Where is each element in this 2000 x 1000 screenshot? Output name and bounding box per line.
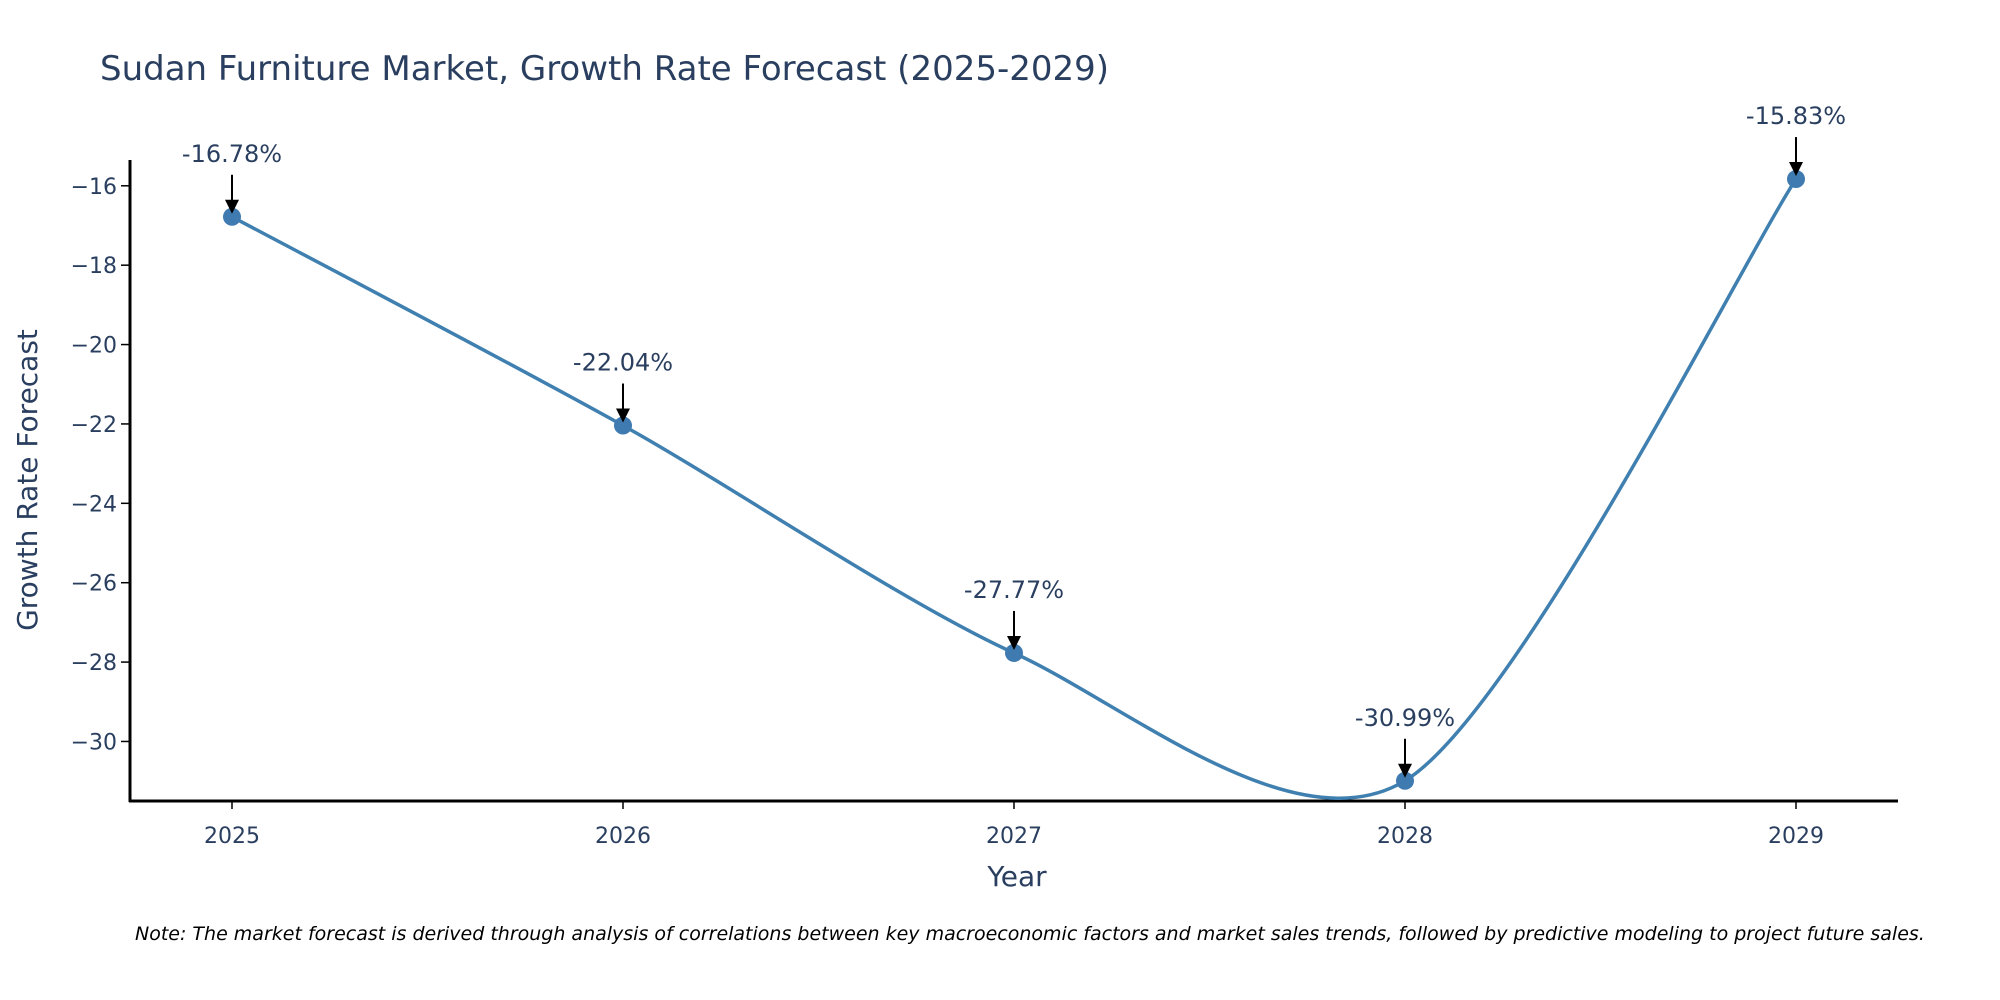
x-axis-title: Year <box>986 860 1047 893</box>
data-label-2025: -16.78% <box>182 140 282 168</box>
data-point-2027 <box>1005 643 1023 662</box>
y-tick-label: −22 <box>71 413 117 438</box>
annotation-arrow-head <box>616 408 630 423</box>
data-label-2028: -30.99% <box>1355 704 1455 732</box>
data-point-2028 <box>1396 771 1414 790</box>
data-points <box>223 170 1805 790</box>
x-tick-label: 2026 <box>595 824 651 849</box>
data-label-2029: -15.83% <box>1746 102 1846 130</box>
x-tick-label: 2029 <box>1768 824 1824 849</box>
x-tick-label: 2028 <box>1377 824 1433 849</box>
data-label-2027: -27.77% <box>964 576 1064 604</box>
data-label-2026: -22.04% <box>573 349 673 377</box>
y-tick-label: −26 <box>71 572 117 597</box>
data-point-2029 <box>1787 170 1805 189</box>
annotation-arrow-head <box>1789 162 1803 177</box>
y-tick-label: −20 <box>71 334 117 359</box>
footnote: Note: The market forecast is derived thr… <box>135 923 1925 945</box>
series-line <box>231 178 1798 800</box>
x-tick-label: 2025 <box>204 824 260 849</box>
y-tick-label: −16 <box>71 175 117 200</box>
annotation-arrow-head <box>1007 635 1021 650</box>
y-tick-label: −24 <box>71 492 117 517</box>
y-tick-label: −28 <box>71 651 117 676</box>
annotation-arrow-head <box>1398 763 1412 778</box>
y-axis-title: Growth Rate Forecast <box>11 329 44 631</box>
y-tick-label: −18 <box>71 254 117 279</box>
y-axis-ticks: −16 −18 −20 −22 −24 −26 −28 −30 <box>71 175 130 755</box>
y-tick-label: −30 <box>71 730 117 755</box>
data-annotations: -16.78% -22.04% -27.77% -30.99% -15.83% <box>182 102 1846 778</box>
x-axis-ticks: 2025 2026 2027 2028 2029 <box>204 801 1824 849</box>
chart-title: Sudan Furniture Market, Growth Rate Fore… <box>100 49 1109 89</box>
data-point-2026 <box>614 416 632 435</box>
x-tick-label: 2027 <box>986 824 1042 849</box>
annotation-arrow-head <box>225 199 239 214</box>
data-point-2025 <box>223 207 241 226</box>
